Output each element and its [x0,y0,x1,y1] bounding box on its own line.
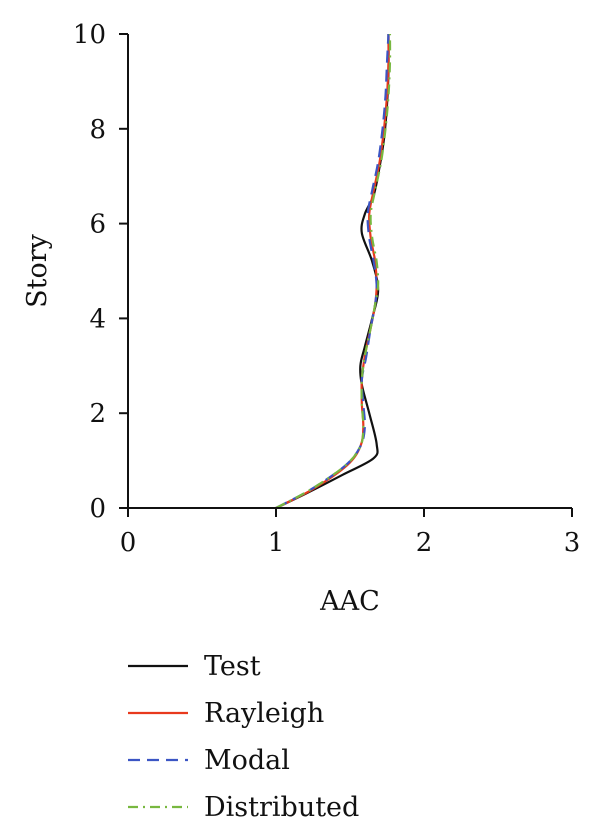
legend-label-distributed: Distributed [204,792,359,823]
legend-label-modal: Modal [204,745,290,776]
series-line-distributed [275,33,392,509]
y-tick-label: 2 [89,399,106,429]
y-tick-label: 8 [89,115,106,145]
x-tick-label: 1 [268,528,285,558]
series-line-rayleigh [275,33,390,509]
series-line-modal [275,33,390,509]
axes: 0 1 2 3 0 2 4 6 8 10 [73,20,580,558]
legend-label-rayleigh: Rayleigh [204,698,324,729]
legend: Test Rayleigh Modal Distributed [128,651,359,823]
legend-label-test: Test [204,651,261,682]
y-tick-label: 6 [89,210,106,240]
x-tick-label: 2 [416,528,433,558]
y-tick-label: 0 [89,494,106,524]
x-tick-label: 0 [120,528,137,558]
plot-lines [275,33,392,509]
y-axis-label: Story [22,233,53,308]
y-tick-label: 4 [89,304,106,334]
x-tick-label: 3 [564,528,581,558]
x-axis-label: AAC [319,586,380,617]
series-line-test [275,33,390,509]
y-tick-label: 10 [73,20,106,50]
